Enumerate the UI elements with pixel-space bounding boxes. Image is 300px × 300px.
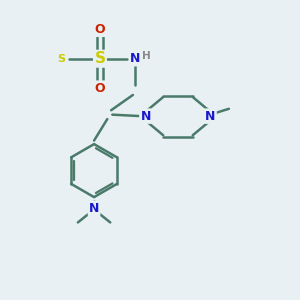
Text: N: N [89, 202, 99, 215]
Text: N: N [205, 110, 215, 123]
Text: O: O [94, 82, 105, 95]
Text: H: H [142, 51, 151, 62]
Text: N: N [140, 110, 151, 123]
Text: S: S [58, 54, 66, 64]
Text: N: N [130, 52, 140, 65]
Text: O: O [94, 23, 105, 36]
Text: S: S [94, 51, 105, 66]
